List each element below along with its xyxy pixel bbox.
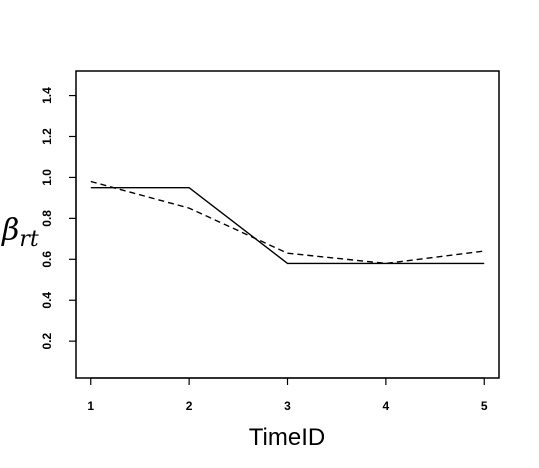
x-tick-label: 2 <box>186 399 193 413</box>
y-tick-label: 0.6 <box>40 251 54 268</box>
y-tick-label: 1.0 <box>40 169 54 186</box>
x-tick-label: 5 <box>481 399 488 413</box>
y-axis: 0.2 0.4 0.6 0.8 1.0 1.2 1.4 <box>40 87 77 350</box>
x-tick-label: 3 <box>284 399 291 413</box>
y-tick-label: 0.8 <box>40 210 54 227</box>
y-axis-title: βrt <box>1 213 39 252</box>
y-tick-label: 0.4 <box>40 292 54 309</box>
series-line-dashed <box>90 180 485 265</box>
x-tick-label: 1 <box>87 399 94 413</box>
x-tick-label: 4 <box>383 399 390 413</box>
series-group <box>90 180 485 265</box>
plot-frame <box>75 70 500 379</box>
y-tick-label: 1.4 <box>40 87 54 104</box>
y-tick-label: 1.2 <box>40 128 54 145</box>
x-axis-title: TimeID <box>249 424 325 451</box>
y-axis-title-subscript: rt <box>19 227 39 252</box>
x-axis: 1 2 3 4 5 <box>87 377 488 413</box>
series-line-solid <box>90 186 485 265</box>
y-tick-label: 0.2 <box>40 332 54 349</box>
y-axis-title-main: β <box>1 213 19 248</box>
